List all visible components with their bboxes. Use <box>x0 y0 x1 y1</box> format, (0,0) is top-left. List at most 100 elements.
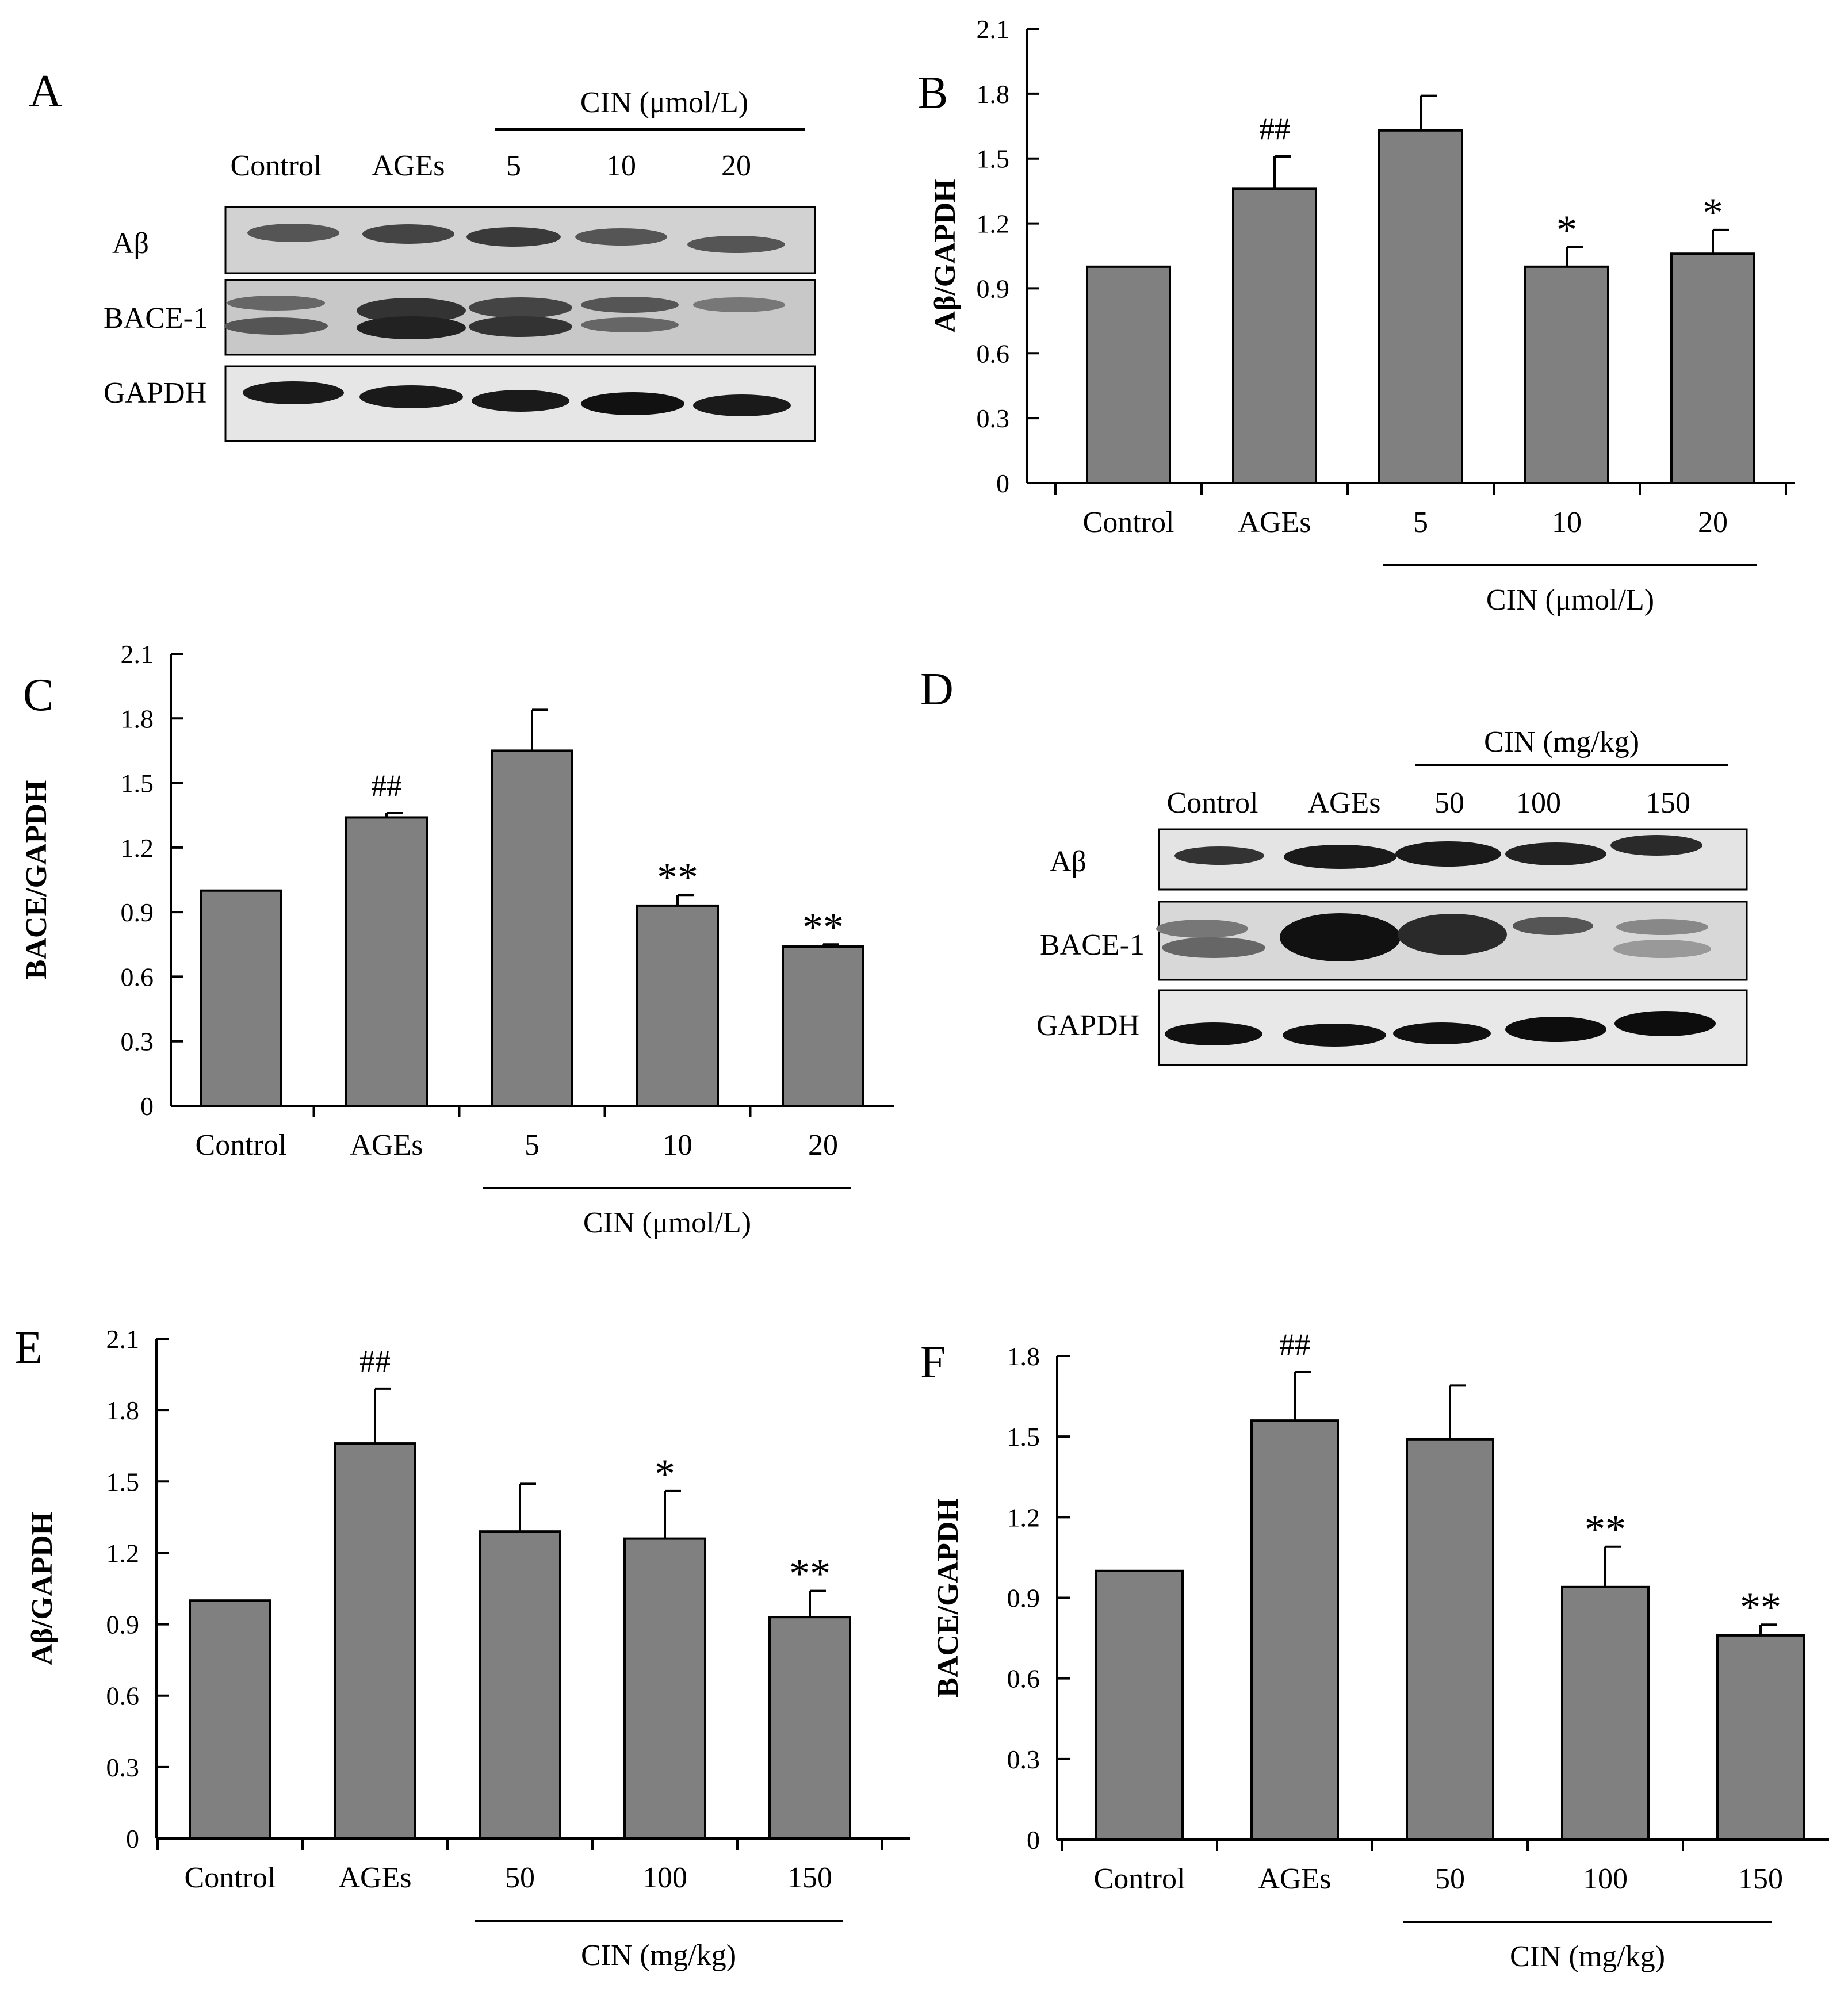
blot-band <box>247 224 339 242</box>
bar <box>200 889 282 1107</box>
x-tick-label: Control <box>196 1129 287 1162</box>
lane-label: 5 <box>506 150 521 182</box>
y-tick-label: 1.8 <box>1007 1342 1040 1371</box>
blot-band <box>1613 940 1711 958</box>
x-group-label: CIN (mg/kg) <box>581 1939 736 1972</box>
y-tick-label: 0.9 <box>1007 1584 1040 1613</box>
blot-band <box>693 394 791 416</box>
bar <box>1406 1438 1494 1841</box>
x-tick-label: 50 <box>1435 1863 1465 1895</box>
blot-band <box>1165 1022 1262 1045</box>
x-tick-label: Control <box>185 1861 276 1894</box>
lane-label: 50 <box>1434 787 1464 819</box>
blot-band <box>693 297 785 312</box>
lane-label: Control <box>1167 787 1258 819</box>
blot-group-label: CIN (mg/kg) <box>1484 726 1639 759</box>
x-tick-label: 150 <box>787 1861 832 1894</box>
x-tick-label: 150 <box>1738 1863 1783 1895</box>
significance-label: ** <box>1740 1584 1781 1630</box>
x-tick-label: Control <box>1094 1863 1185 1895</box>
panel-label-f: F <box>920 1337 946 1388</box>
blot-band <box>1284 845 1396 869</box>
y-tick-label: 1.8 <box>977 79 1010 109</box>
row-label: Aβ <box>112 227 149 260</box>
panel-label-d: D <box>920 664 954 715</box>
significance-label: ** <box>657 855 698 901</box>
bar-chart-e: 0 0.3 0.6 0.9 1.2 1.5 1.8 2.1 Control ## AGEs 50 * 10… <box>26 1324 910 1972</box>
panel-label-c: C <box>23 670 53 721</box>
x-tick-label: 20 <box>808 1129 838 1162</box>
bar <box>623 1537 706 1840</box>
blot-band <box>1393 1022 1491 1044</box>
y-tick-label: 1.5 <box>121 769 154 798</box>
row-label: Aβ <box>1050 845 1086 878</box>
blot-band <box>575 228 667 246</box>
blot-band <box>1513 917 1593 935</box>
blot-band <box>362 224 454 244</box>
y-tick-label: 0 <box>140 1091 154 1121</box>
x-tick-label: AGEs <box>1238 506 1311 539</box>
x-group-label: CIN (μmol/L) <box>1486 584 1654 616</box>
y-tick-label: 0.6 <box>1007 1664 1040 1694</box>
bar-chart-f: 0 0.3 0.6 0.9 1.2 1.5 1.8 Control ## AGEs 50 ** 100 *… <box>932 1327 1829 1973</box>
bar <box>479 1530 561 1840</box>
row-label: BACE-1 <box>1040 929 1145 961</box>
significance-label: ## <box>1259 112 1290 146</box>
y-tick-label: 1.2 <box>106 1538 140 1568</box>
blot-band <box>1505 842 1606 865</box>
blot-band <box>466 227 561 247</box>
bar <box>782 945 864 1107</box>
bar <box>768 1616 851 1840</box>
y-tick-label: 1.2 <box>121 833 154 863</box>
y-axis-label: BACE/GAPDH <box>20 780 53 980</box>
significance-label: * <box>655 1451 675 1497</box>
y-tick-label: 0.6 <box>106 1681 140 1711</box>
y-tick-label: 1.8 <box>106 1396 140 1425</box>
bar <box>334 1442 416 1840</box>
blot-band <box>224 317 328 335</box>
lane-label: 10 <box>606 150 636 182</box>
blot-band <box>1505 1017 1606 1042</box>
row-label: GAPDH <box>1036 1009 1139 1042</box>
y-tick-label: 1.5 <box>977 144 1010 174</box>
y-tick-label: 0.9 <box>121 898 154 927</box>
y-tick-label: 0 <box>126 1824 139 1853</box>
y-axis-label: Aβ/GAPDH <box>26 1512 59 1665</box>
y-tick-label: 0.3 <box>977 404 1010 433</box>
blot-band <box>1614 1011 1716 1036</box>
x-tick-label: 5 <box>1413 506 1428 539</box>
blot-band <box>357 298 466 323</box>
x-tick-label: 100 <box>1583 1863 1628 1895</box>
western-blot-d: CIN (mg/kg) Control AGEs 50 100 150 Aβ B… <box>1036 726 1748 1066</box>
x-tick-label: 5 <box>525 1129 540 1162</box>
y-tick-label: 0.3 <box>1007 1745 1040 1774</box>
y-tick-label: 0 <box>996 469 1009 498</box>
bar <box>1250 1419 1339 1841</box>
blot-band <box>1174 846 1264 865</box>
blot-band <box>1398 914 1507 955</box>
blot-band <box>472 390 569 412</box>
panel-label-b: B <box>917 68 948 118</box>
y-tick-label: 0.6 <box>121 962 154 991</box>
blot-band <box>469 316 572 337</box>
bar-chart-c: 0 0.3 0.6 0.9 1.2 1.5 1.8 2.1 Control ## AGEs 5 ** 10… <box>20 639 894 1239</box>
western-blot-a: CIN (μmol/L) Control AGEs 5 10 20 Aβ BAC… <box>104 86 816 442</box>
significance-label: ** <box>789 1551 831 1597</box>
significance-label: * <box>1702 190 1723 236</box>
blot-band <box>227 296 325 311</box>
lane-label: 20 <box>721 150 751 182</box>
bar <box>1670 252 1755 484</box>
bar <box>1716 1634 1805 1841</box>
y-tick-label: 2.1 <box>977 14 1010 44</box>
bar <box>1086 265 1171 484</box>
row-label: BACE-1 <box>104 302 208 335</box>
y-tick-label: 0.3 <box>121 1027 154 1056</box>
lane-label: Control <box>231 150 322 182</box>
y-tick-label: 1.8 <box>121 704 154 733</box>
y-tick-label: 2.1 <box>106 1324 140 1354</box>
blot-band <box>357 316 466 339</box>
y-tick-label: 2.1 <box>121 639 154 669</box>
bar <box>1095 1569 1184 1841</box>
blot-band <box>243 381 344 404</box>
blot-band <box>581 392 684 415</box>
